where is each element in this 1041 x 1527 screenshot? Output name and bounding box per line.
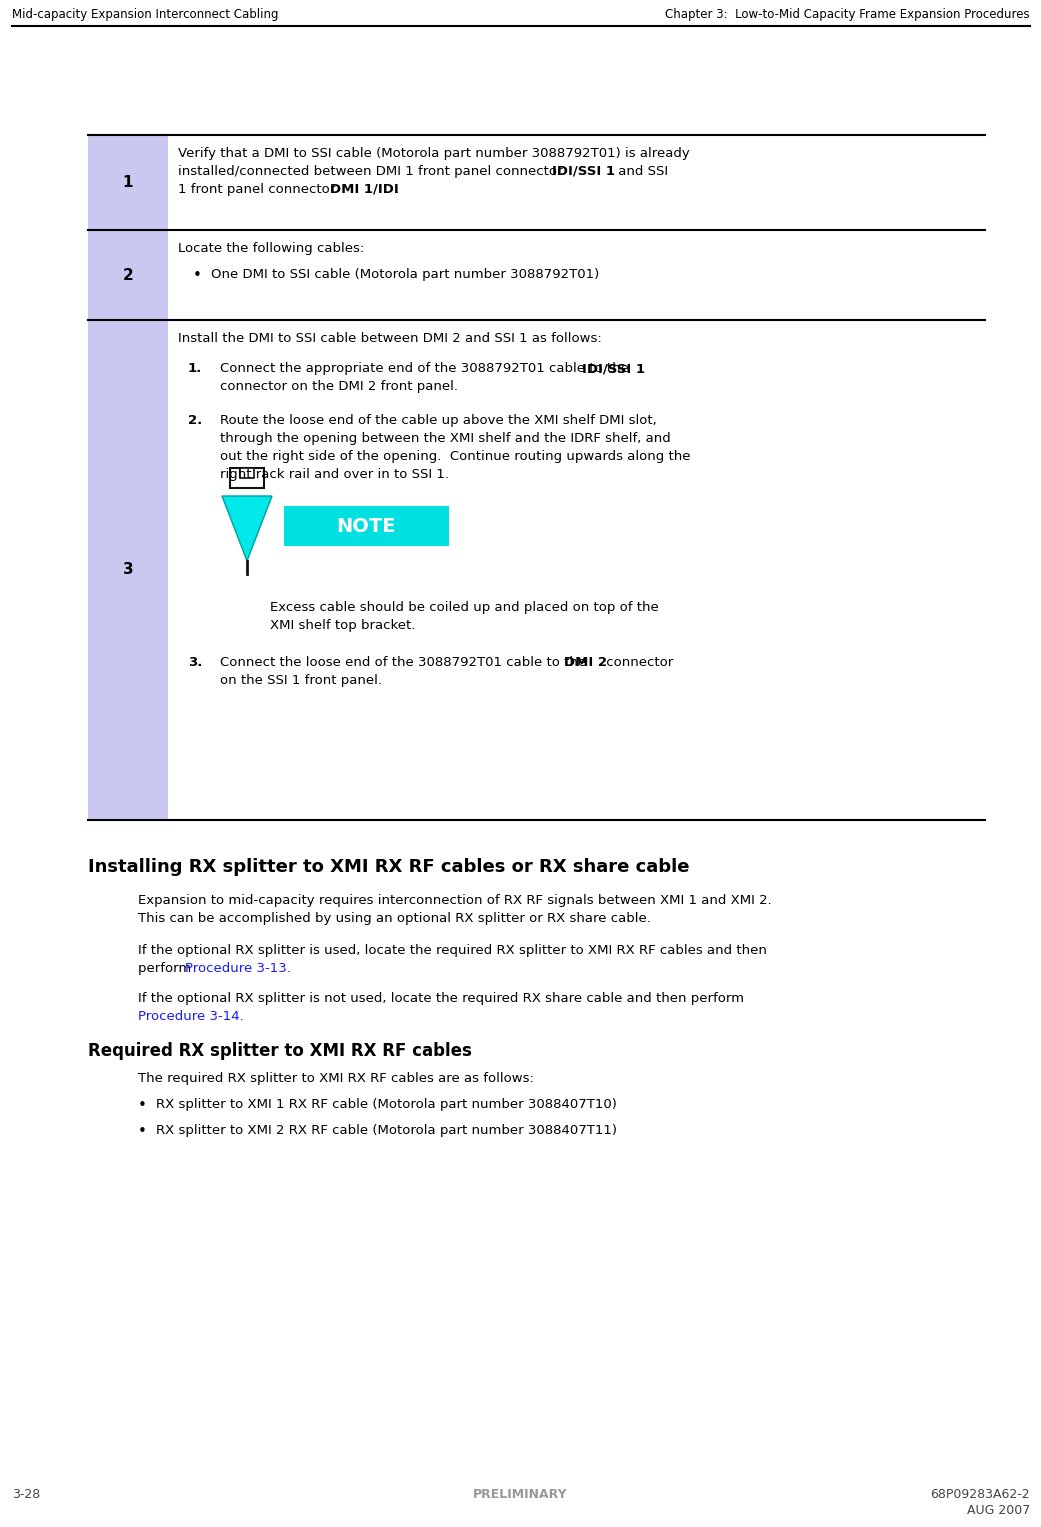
Text: 3: 3 (123, 562, 133, 577)
Text: 1.: 1. (188, 362, 202, 376)
Text: One DMI to SSI cable (Motorola part number 3088792T01): One DMI to SSI cable (Motorola part numb… (211, 269, 600, 281)
Text: IDI/SSI 1: IDI/SSI 1 (552, 165, 615, 179)
Text: RX splitter to XMI 1 RX RF cable (Motorola part number 3088407T10): RX splitter to XMI 1 RX RF cable (Motoro… (156, 1098, 617, 1112)
Text: Required RX splitter to XMI RX RF cables: Required RX splitter to XMI RX RF cables (88, 1041, 472, 1060)
Text: XMI shelf top bracket.: XMI shelf top bracket. (270, 618, 415, 632)
Text: •: • (193, 269, 202, 282)
Text: Excess cable should be coiled up and placed on top of the: Excess cable should be coiled up and pla… (270, 602, 659, 614)
Text: This can be accomplished by using an optional RX splitter or RX share cable.: This can be accomplished by using an opt… (138, 912, 651, 925)
Text: through the opening between the XMI shelf and the IDRF shelf, and: through the opening between the XMI shel… (220, 432, 670, 444)
Bar (168, 231, 985, 321)
Text: Expansion to mid-capacity requires interconnection of RX RF signals between XMI : Expansion to mid-capacity requires inter… (138, 893, 771, 907)
Text: Connect the loose end of the 3088792T01 cable to the: Connect the loose end of the 3088792T01 … (220, 657, 590, 669)
Text: AUG 2007: AUG 2007 (967, 1504, 1030, 1516)
Text: IDI/SSI 1: IDI/SSI 1 (582, 362, 645, 376)
Text: 2: 2 (123, 267, 133, 282)
Text: Procedure 3-14.: Procedure 3-14. (138, 1009, 244, 1023)
Bar (230, 467, 264, 489)
Text: Chapter 3:  Low-to-Mid Capacity Frame Expansion Procedures: Chapter 3: Low-to-Mid Capacity Frame Exp… (665, 8, 1030, 21)
Text: installed/connected between DMI 1 front panel connector: installed/connected between DMI 1 front … (178, 165, 566, 179)
Bar (284, 505, 449, 547)
Text: •: • (138, 1098, 147, 1113)
Text: connector: connector (602, 657, 674, 669)
Text: RX splitter to XMI 2 RX RF cable (Motorola part number 3088407T11): RX splitter to XMI 2 RX RF cable (Motoro… (156, 1124, 617, 1138)
Text: •: • (138, 1124, 147, 1139)
Text: NOTE: NOTE (336, 516, 397, 536)
Text: PRELIMINARY: PRELIMINARY (473, 1487, 567, 1501)
Text: If the optional RX splitter is not used, locate the required RX share cable and : If the optional RX splitter is not used,… (138, 993, 744, 1005)
Bar (240, 467, 254, 478)
Text: DMI 2: DMI 2 (564, 657, 607, 669)
Text: perform: perform (138, 962, 196, 976)
Bar (168, 321, 985, 820)
Text: 3-28: 3-28 (12, 1487, 41, 1501)
Bar (88, 321, 168, 820)
Text: Installing RX splitter to XMI RX RF cables or RX share cable: Installing RX splitter to XMI RX RF cabl… (88, 858, 689, 876)
Text: 68P09283A62-2: 68P09283A62-2 (931, 1487, 1030, 1501)
Text: Verify that a DMI to SSI cable (Motorola part number 3088792T01) is already: Verify that a DMI to SSI cable (Motorola… (178, 147, 690, 160)
Text: Procedure 3-13.: Procedure 3-13. (185, 962, 290, 976)
Text: DMI 1/IDI: DMI 1/IDI (330, 183, 399, 195)
Text: .: . (395, 183, 399, 195)
Text: Connect the appropriate end of the 3088792T01 cable to the: Connect the appropriate end of the 30887… (220, 362, 633, 376)
Text: 3.: 3. (188, 657, 202, 669)
Text: and SSI: and SSI (614, 165, 668, 179)
Bar (168, 134, 985, 231)
Text: If the optional RX splitter is used, locate the required RX splitter to XMI RX R: If the optional RX splitter is used, loc… (138, 944, 767, 957)
Bar (88, 231, 168, 321)
Text: Mid-capacity Expansion Interconnect Cabling: Mid-capacity Expansion Interconnect Cabl… (12, 8, 279, 21)
Text: right rack rail and over in to SSI 1.: right rack rail and over in to SSI 1. (220, 467, 449, 481)
Text: 1 front panel connector: 1 front panel connector (178, 183, 339, 195)
Text: 1: 1 (123, 176, 133, 189)
Text: on the SSI 1 front panel.: on the SSI 1 front panel. (220, 673, 382, 687)
Text: Route the loose end of the cable up above the XMI shelf DMI slot,: Route the loose end of the cable up abov… (220, 414, 657, 428)
Text: Install the DMI to SSI cable between DMI 2 and SSI 1 as follows:: Install the DMI to SSI cable between DMI… (178, 331, 602, 345)
Text: 2.: 2. (188, 414, 202, 428)
Polygon shape (222, 496, 272, 560)
Text: The required RX splitter to XMI RX RF cables are as follows:: The required RX splitter to XMI RX RF ca… (138, 1072, 534, 1086)
Text: connector on the DMI 2 front panel.: connector on the DMI 2 front panel. (220, 380, 458, 392)
Text: out the right side of the opening.  Continue routing upwards along the: out the right side of the opening. Conti… (220, 450, 690, 463)
Text: Locate the following cables:: Locate the following cables: (178, 241, 364, 255)
Bar (88, 134, 168, 231)
